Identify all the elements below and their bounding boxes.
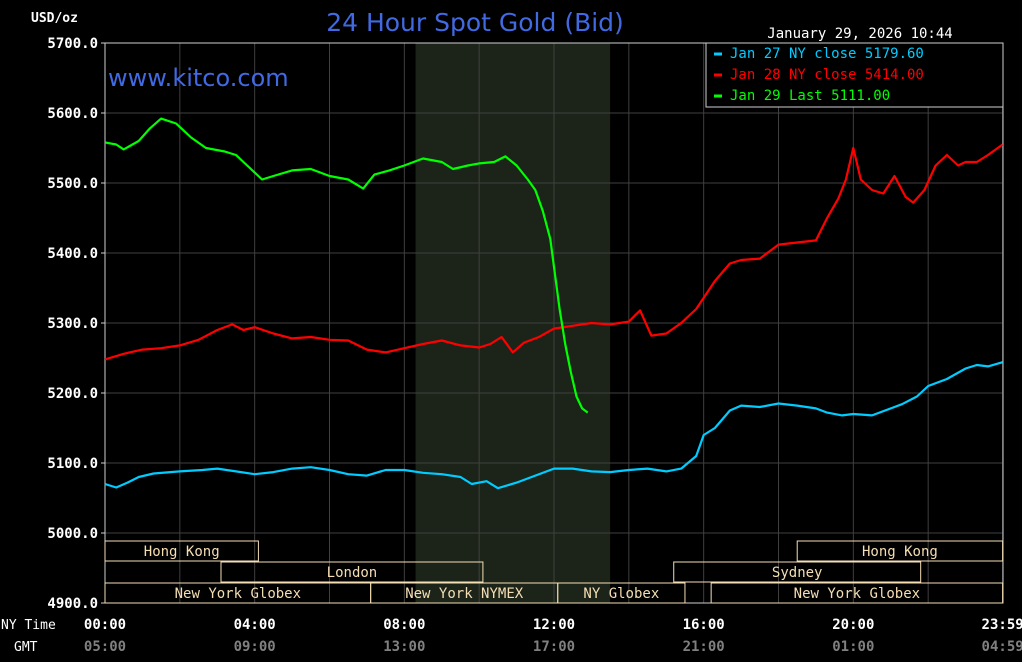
y-tick-label: 4900.0: [47, 596, 98, 612]
y-tick-label: 5500.0: [47, 176, 98, 192]
legend-entry: Jan 28 NY close 5414.00: [730, 67, 924, 83]
series-layer: [104, 117, 1004, 490]
legend-entry: Jan 29 Last 5111.00: [730, 88, 890, 104]
x-tick-label-gmt: 05:00: [84, 639, 126, 655]
axis-layer: 5700.0 5600.0 5500.0 5400.0 5300.0 5200.0 5100…: [47, 36, 1022, 655]
y-tick-label: 5300.0: [47, 316, 98, 332]
market-sessions-layer: Hong Kong Hong Kong London Sydney New York G…: [104, 540, 1004, 604]
kitco-watermark: www.kitco.com: [108, 64, 289, 92]
x-tick-label-ny: 08:00: [383, 617, 425, 633]
x-tick-label-ny: 20:00: [832, 617, 874, 633]
session-box: [710, 582, 1004, 604]
legend: Jan 27 NY close 5179.60 Jan 28 NY close 5…: [705, 42, 1004, 108]
chart-title: 24 Hour Spot Gold (Bid): [326, 8, 624, 37]
session-box: [104, 540, 259, 562]
session-label: New York Globex: [794, 586, 920, 602]
chart-timestamp: January 29, 2026 10:44: [767, 26, 952, 42]
session-label: New York Globex: [175, 586, 301, 602]
x-tick-label-ny: 16:00: [683, 617, 725, 633]
x-tick-label-ny: 12:00: [533, 617, 575, 633]
y-tick-label: 5400.0: [47, 246, 98, 262]
session-box: [220, 561, 484, 583]
session-label: Hong Kong: [862, 544, 938, 560]
session-box: [673, 561, 922, 583]
x-tick-label-gmt: 09:00: [234, 639, 276, 655]
series-line-1: [104, 361, 1003, 490]
legend-entry: Jan 27 NY close 5179.60: [730, 46, 924, 62]
x-row-label-ny-time: NY Time: [1, 618, 56, 633]
session-label: London: [327, 565, 378, 581]
x-tick-label-gmt: 21:00: [683, 639, 725, 655]
session-label: NY Globex: [583, 586, 659, 602]
session-label: Sydney: [772, 565, 823, 581]
session-box: [796, 540, 1004, 562]
series-line-3: [104, 117, 589, 414]
y-tick-label: 5100.0: [47, 456, 98, 472]
x-tick-label-gmt: 01:00: [832, 639, 874, 655]
x-tick-label-gmt: 13:00: [383, 639, 425, 655]
y-axis-unit-label: USD/oz: [31, 11, 78, 26]
legend-box: [705, 42, 1004, 108]
y-tick-label: 5700.0: [47, 36, 98, 52]
session-box: [557, 582, 686, 604]
x-tick-label-ny: 04:00: [234, 617, 276, 633]
x-tick-label-ny: 23:59: [982, 617, 1022, 633]
session-label: New York NYMEX: [405, 586, 524, 602]
y-tick-label: 5600.0: [47, 106, 98, 122]
y-tick-label: 5200.0: [47, 386, 98, 402]
grid-layer: [104, 42, 1004, 604]
session-label: Hong Kong: [144, 544, 220, 560]
x-row-label-gmt: GMT: [14, 640, 38, 655]
series-line-2: [104, 143, 1004, 361]
x-tick-label-gmt: 17:00: [533, 639, 575, 655]
x-tick-label-ny: 00:00: [84, 617, 126, 633]
x-tick-label-gmt: 04:59: [982, 639, 1022, 655]
y-tick-label: 5000.0: [47, 526, 98, 542]
